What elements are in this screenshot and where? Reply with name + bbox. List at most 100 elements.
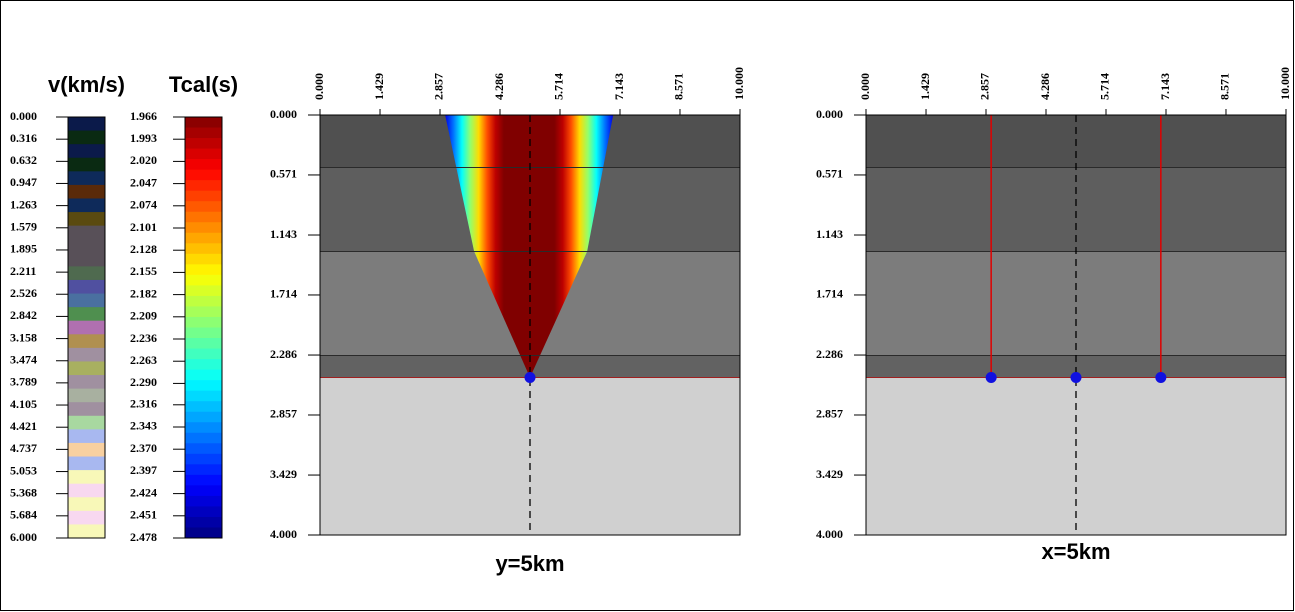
colorbar-segment [68,157,105,172]
plot-border [865,114,1287,536]
colorbar-segment [185,443,222,455]
colorbar-segment [68,320,105,335]
colorbar-tick-label: 2.343 [130,419,157,433]
colorbar-tick-label: 4.105 [10,397,37,411]
colorbar-title: Tcal(s) [169,72,238,97]
colorbar-tick-label: 4.737 [10,441,37,455]
colorbar-segment [68,429,105,444]
colorbar-segment [185,117,222,129]
colorbar-segment [68,483,105,498]
colorbar-segment [68,415,105,430]
colorbar-segment [68,144,105,159]
colorbar-segment [68,334,105,349]
y-tick-label: 2.286 [270,347,297,361]
colorbar-tick-label: 2.211 [10,264,36,278]
colorbar-tick-label: 2.128 [130,242,157,256]
colorbar-tick-label: 3.158 [10,330,37,344]
colorbar-tick-label: 3.474 [10,353,37,367]
colorbar-segment [68,524,105,539]
receiver-point [985,372,997,383]
y-tick-label: 1.143 [816,227,843,241]
colorbar-segment [185,274,222,286]
x-tick-label: 10.000 [1278,67,1292,100]
colorbar-segment [185,264,222,276]
colorbar-segment [68,510,105,525]
colorbar-tick-label: 0.000 [10,109,37,123]
colorbar-tick-label: 2.424 [130,485,157,499]
colorbar-tick-label: 2.209 [130,309,157,323]
colorbar-tick-label: 2.020 [130,153,157,167]
y-tick-label: 1.143 [270,227,297,241]
x-tick-label: 1.429 [372,73,386,100]
colorbar-segment [185,232,222,244]
colorbar-segment [185,453,222,465]
colorbar-segment [185,148,222,160]
y-tick-label: 3.429 [270,467,297,481]
colorbar-segment [185,327,222,339]
colorbar-segment [185,380,222,392]
colorbar-segment [185,411,222,423]
colorbar-segment [185,464,222,476]
colorbar-tick-label: 1.993 [130,131,157,145]
x-tick-label: 7.143 [1158,73,1172,100]
colorbar-segment [185,527,222,539]
colorbar-segment [185,127,222,139]
colorbar-tick-label: 0.947 [10,175,37,189]
colorbar-segment [68,375,105,390]
colorbar-segment [185,243,222,255]
plot-border [319,114,741,536]
y-tick-label: 1.714 [270,287,297,301]
colorbar-segment [185,495,222,507]
colorbar-tick-label: 2.182 [130,286,157,300]
x-tick-label: 7.143 [612,73,626,100]
colorbar-segment [68,171,105,186]
colorbar-segment [185,516,222,528]
section-caption: y=5km [495,551,564,576]
colorbar-tick-label: 2.290 [130,375,157,389]
colorbar-tick-label: 2.047 [130,175,157,189]
colorbar-segment [185,201,222,213]
y-tick-label: 4.000 [816,527,843,541]
colorbar-tick-label: 2.478 [130,530,157,544]
colorbar-tick-label: 1.579 [10,220,37,234]
colorbar-segment [185,390,222,402]
x-tick-label: 0.000 [312,73,326,100]
colorbar-segment [185,369,222,381]
colorbar-tick-label: 2.236 [130,331,157,345]
colorbar-segment [68,497,105,512]
colorbar-segment [185,306,222,318]
colorbar-segment [68,388,105,403]
colorbar-segment [185,169,222,181]
colorbar-segment [68,279,105,295]
colorbar-segment [68,252,105,267]
receiver-point [1070,372,1082,383]
colorbar-segment [68,239,105,254]
y-tick-label: 2.286 [816,347,843,361]
colorbar-border [67,116,106,539]
colorbar-tick-label: 1.895 [10,242,37,256]
colorbar-tick-label: 2.370 [130,441,157,455]
colorbar-tick-label: 2.842 [10,308,37,322]
colorbar-tick-label: 0.632 [10,153,37,167]
colorbar-segment [185,180,222,192]
x-tick-label: 10.000 [732,67,746,100]
colorbar-tick-label: 5.368 [10,485,37,499]
colorbar-segment [68,117,105,132]
layer [866,251,1286,356]
colorbar-segment [185,506,222,518]
colorbar-segment [185,295,222,307]
colorbar-segment [185,485,222,497]
colorbar-segment [68,442,105,458]
y-tick-label: 0.571 [816,167,843,181]
x-tick-label: 5.714 [1098,73,1112,100]
colorbar-segment [185,285,222,297]
colorbar-segment [68,347,105,362]
x-tick-label: 5.714 [552,73,566,100]
colorbar-segment [185,401,222,413]
receiver-point [524,372,536,383]
colorbar-segment [185,422,222,434]
colorbar-tick-label: 5.053 [10,463,37,477]
wavefront-fan [445,115,614,378]
y-tick-label: 4.000 [270,527,297,541]
